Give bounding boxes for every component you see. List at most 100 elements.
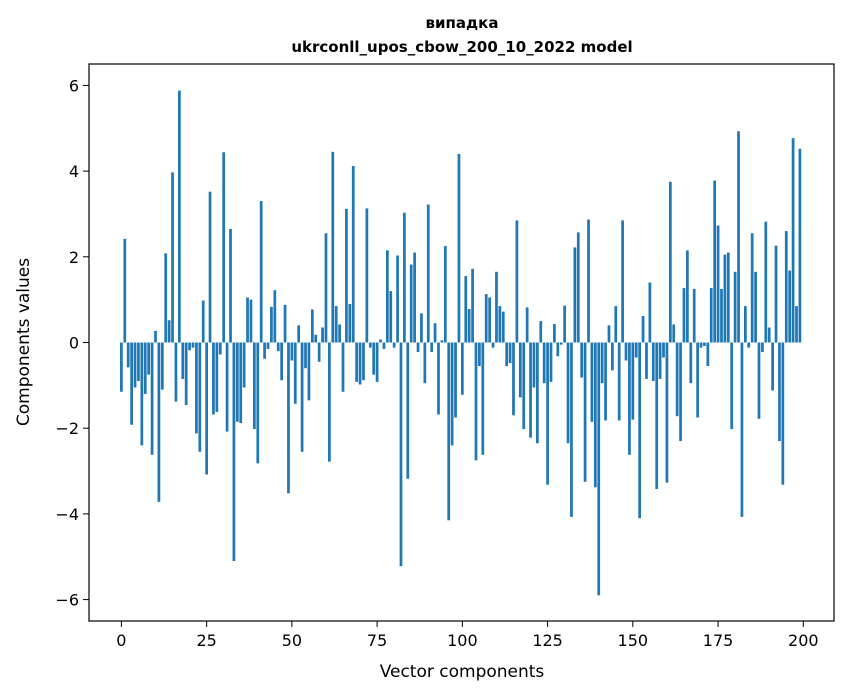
bar-75 bbox=[375, 342, 379, 382]
bar-165 bbox=[682, 288, 686, 343]
bar-130 bbox=[563, 305, 567, 343]
bar-40 bbox=[256, 342, 260, 464]
bar-3 bbox=[130, 342, 133, 425]
bar-79 bbox=[389, 291, 393, 343]
bar-151 bbox=[634, 342, 638, 358]
bar-57 bbox=[314, 334, 318, 343]
bar-143 bbox=[607, 325, 611, 343]
bar-115 bbox=[512, 342, 515, 416]
bar-53 bbox=[300, 342, 304, 452]
bar-17 bbox=[177, 90, 181, 343]
bar-7 bbox=[143, 342, 147, 394]
bar-91 bbox=[430, 342, 434, 352]
bar-34 bbox=[235, 342, 239, 422]
bar-37 bbox=[246, 297, 249, 343]
bar-84 bbox=[406, 342, 410, 479]
bar-54 bbox=[304, 342, 307, 369]
bar-186 bbox=[754, 271, 757, 343]
bar-170 bbox=[699, 342, 703, 348]
bar-85 bbox=[409, 264, 413, 343]
bar-71 bbox=[362, 342, 365, 381]
bar-92 bbox=[433, 323, 437, 343]
bar-23 bbox=[198, 342, 202, 452]
bar-173 bbox=[709, 288, 713, 343]
bar-87 bbox=[416, 342, 420, 352]
bar-48 bbox=[283, 304, 287, 343]
plot-frame bbox=[88, 63, 835, 622]
bar-86 bbox=[413, 252, 416, 343]
x-tick-label: 175 bbox=[703, 631, 734, 650]
bar-27 bbox=[212, 342, 215, 415]
bar-19 bbox=[184, 342, 188, 406]
bar-15 bbox=[171, 172, 174, 343]
bar-169 bbox=[696, 342, 699, 418]
bar-78 bbox=[385, 250, 389, 343]
bar-118 bbox=[522, 342, 526, 430]
bar-159 bbox=[662, 342, 665, 358]
bar-163 bbox=[675, 342, 679, 417]
bar-140 bbox=[597, 342, 601, 596]
bar-46 bbox=[276, 342, 280, 352]
bar-35 bbox=[239, 342, 243, 424]
bar-157 bbox=[655, 342, 659, 490]
bar-70 bbox=[358, 342, 362, 385]
bar-93 bbox=[437, 342, 440, 415]
bar-96 bbox=[447, 342, 451, 521]
bar-105 bbox=[478, 342, 481, 367]
bar-58 bbox=[317, 342, 321, 362]
bar-72 bbox=[365, 208, 369, 343]
bar-158 bbox=[658, 342, 662, 379]
bar-127 bbox=[553, 324, 556, 343]
bar-120 bbox=[529, 342, 532, 438]
bar-177 bbox=[723, 254, 727, 343]
bar-11 bbox=[157, 342, 161, 502]
bar-63 bbox=[334, 306, 338, 343]
bar-66 bbox=[345, 208, 348, 343]
bar-29 bbox=[218, 342, 222, 355]
bar-183 bbox=[743, 306, 747, 343]
bar-150 bbox=[631, 342, 635, 420]
bar-132 bbox=[570, 342, 573, 517]
x-tick-label: 100 bbox=[447, 631, 478, 650]
bar-144 bbox=[611, 342, 614, 371]
bar-142 bbox=[604, 342, 607, 421]
bar-195 bbox=[784, 231, 788, 343]
bar-45 bbox=[273, 290, 277, 343]
bar-101 bbox=[464, 276, 468, 343]
bar-147 bbox=[621, 220, 624, 343]
bar-38 bbox=[249, 299, 253, 343]
bar-189 bbox=[764, 221, 768, 343]
bar-94 bbox=[440, 340, 444, 343]
bar-141 bbox=[600, 342, 604, 384]
bar-155 bbox=[648, 282, 652, 343]
bar-102 bbox=[467, 309, 471, 343]
bar-133 bbox=[573, 247, 577, 343]
chart-subtitle: ukrconll_upos_cbow_200_10_2022 model bbox=[291, 38, 632, 56]
bar-31 bbox=[225, 342, 229, 432]
bar-188 bbox=[761, 342, 764, 352]
bar-182 bbox=[740, 342, 744, 517]
bar-180 bbox=[733, 271, 737, 343]
bar-111 bbox=[498, 306, 502, 343]
bar-199 bbox=[798, 148, 802, 343]
bar-18 bbox=[181, 342, 185, 379]
bar-168 bbox=[692, 288, 696, 343]
bar-190 bbox=[767, 327, 771, 343]
bar-175 bbox=[716, 225, 720, 343]
bar-146 bbox=[617, 342, 621, 421]
bar-98 bbox=[454, 342, 457, 418]
bar-167 bbox=[689, 342, 693, 384]
bar-198 bbox=[795, 306, 798, 343]
bar-153 bbox=[641, 315, 645, 343]
bar-107 bbox=[484, 294, 488, 343]
bar-122 bbox=[536, 342, 539, 444]
bar-50 bbox=[290, 342, 294, 361]
bar-22 bbox=[195, 342, 198, 434]
bar-174 bbox=[713, 180, 717, 343]
bar-6 bbox=[140, 342, 144, 446]
bar-187 bbox=[757, 342, 761, 419]
bar-134 bbox=[576, 232, 580, 343]
bar-104 bbox=[474, 342, 478, 461]
y-tick-label: 6 bbox=[69, 76, 79, 95]
